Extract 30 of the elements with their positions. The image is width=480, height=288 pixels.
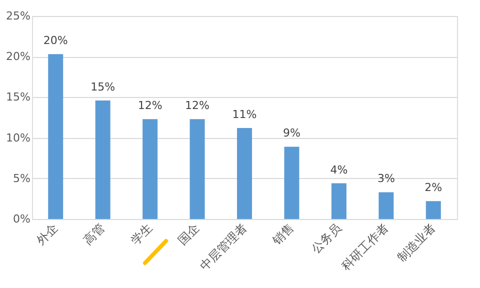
bar <box>331 183 346 219</box>
x-tick-label: 外企 <box>34 220 61 248</box>
data-label: 15% <box>90 80 116 94</box>
bar <box>142 119 158 219</box>
data-label: 20% <box>43 34 68 48</box>
y-tick-label: 10% <box>6 131 30 144</box>
data-label: 3% <box>377 172 395 186</box>
y-tick-label: 25% <box>6 10 30 22</box>
y-tick-label: 0% <box>13 212 30 226</box>
y-tick-label: 20% <box>6 50 30 64</box>
data-label: 12% <box>185 99 210 112</box>
x-tick-label: 销售 <box>269 220 297 248</box>
data-label: 2% <box>424 181 442 194</box>
x-tick-label: 制造业者 <box>394 220 438 264</box>
bar <box>284 146 300 219</box>
bar <box>426 201 441 219</box>
bar <box>237 128 252 219</box>
bar <box>48 54 64 219</box>
bar <box>95 100 110 219</box>
data-label: 11% <box>232 108 257 122</box>
y-tick-label: 15% <box>6 90 30 104</box>
data-label: 12% <box>138 99 162 112</box>
y-tick-label: 5% <box>13 172 30 185</box>
bar <box>378 192 394 219</box>
x-tick-label: 公务员 <box>308 220 344 256</box>
data-label: 4% <box>330 163 348 176</box>
x-tick-label: 学生 <box>128 220 156 248</box>
data-label: 9% <box>282 126 300 140</box>
bar <box>190 119 205 219</box>
x-tick-label: 高管 <box>80 220 108 248</box>
